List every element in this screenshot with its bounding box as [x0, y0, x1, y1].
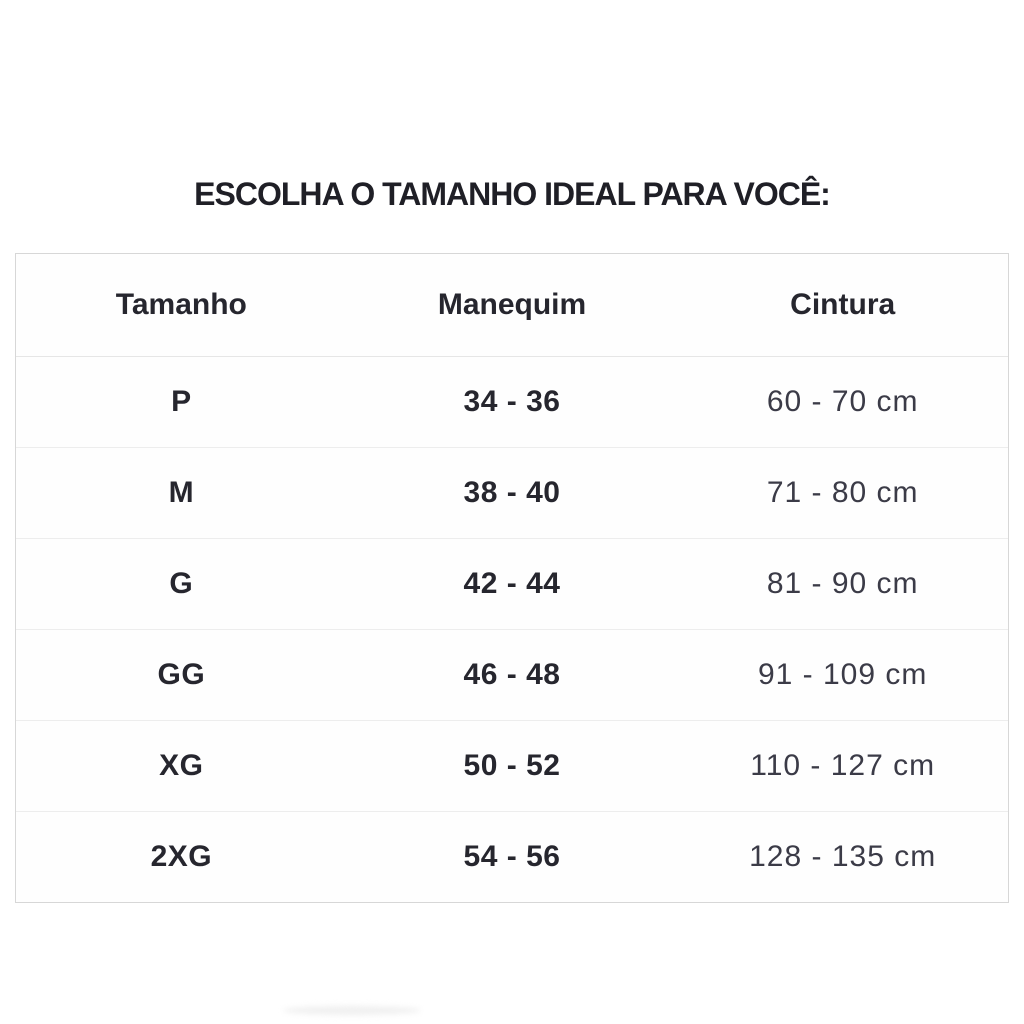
size-cell: GG — [157, 658, 206, 691]
manequim-cell: 50 - 52 — [463, 749, 561, 782]
cintura-cell: 81 - 90 cm — [766, 567, 919, 600]
size-table: Tamanho Manequim Cintura P 34 - 36 60 - … — [15, 253, 1009, 903]
cintura-cell: 128 - 135 cm — [749, 840, 937, 873]
cintura-cell: 60 - 70 cm — [766, 385, 919, 418]
column-header-manequim: Manequim — [437, 288, 587, 321]
size-cell: 2XG — [150, 840, 213, 873]
size-cell: P — [171, 385, 192, 418]
size-cell: M — [168, 476, 195, 509]
column-header-tamanho: Tamanho — [115, 288, 247, 321]
manequim-cell: 46 - 48 — [463, 658, 561, 691]
size-cell: G — [169, 567, 194, 600]
manequim-cell: 42 - 44 — [463, 567, 561, 600]
cintura-cell: 110 - 127 cm — [750, 749, 936, 782]
manequim-cell: 34 - 36 — [463, 385, 561, 418]
cintura-cell: 91 - 109 cm — [757, 658, 928, 691]
table-row-gg: GG 46 - 48 91 - 109 cm — [16, 630, 1008, 721]
table-row-m: M 38 - 40 71 - 80 cm — [16, 448, 1008, 539]
table-row-2xg: 2XG 54 - 56 128 - 135 cm — [16, 812, 1008, 902]
page-title: ESCOLHA O TAMANHO IDEAL PARA VOCÊ: — [194, 176, 831, 212]
cintura-cell: 71 - 80 cm — [766, 476, 919, 509]
size-guide-page: ESCOLHA O TAMANHO IDEAL PARA VOCÊ: Taman… — [15, 176, 1009, 1015]
size-cell: XG — [159, 749, 204, 782]
table-row-g: G 42 - 44 81 - 90 cm — [16, 539, 1008, 630]
bottom-edge-smudge — [283, 1006, 421, 1015]
manequim-cell: 38 - 40 — [463, 476, 561, 509]
table-row-p: P 34 - 36 60 - 70 cm — [16, 357, 1008, 448]
manequim-cell: 54 - 56 — [463, 840, 561, 873]
column-header-cintura: Cintura — [790, 288, 896, 321]
table-header-row: Tamanho Manequim Cintura — [16, 254, 1008, 357]
table-row-xg: XG 50 - 52 110 - 127 cm — [16, 721, 1008, 812]
